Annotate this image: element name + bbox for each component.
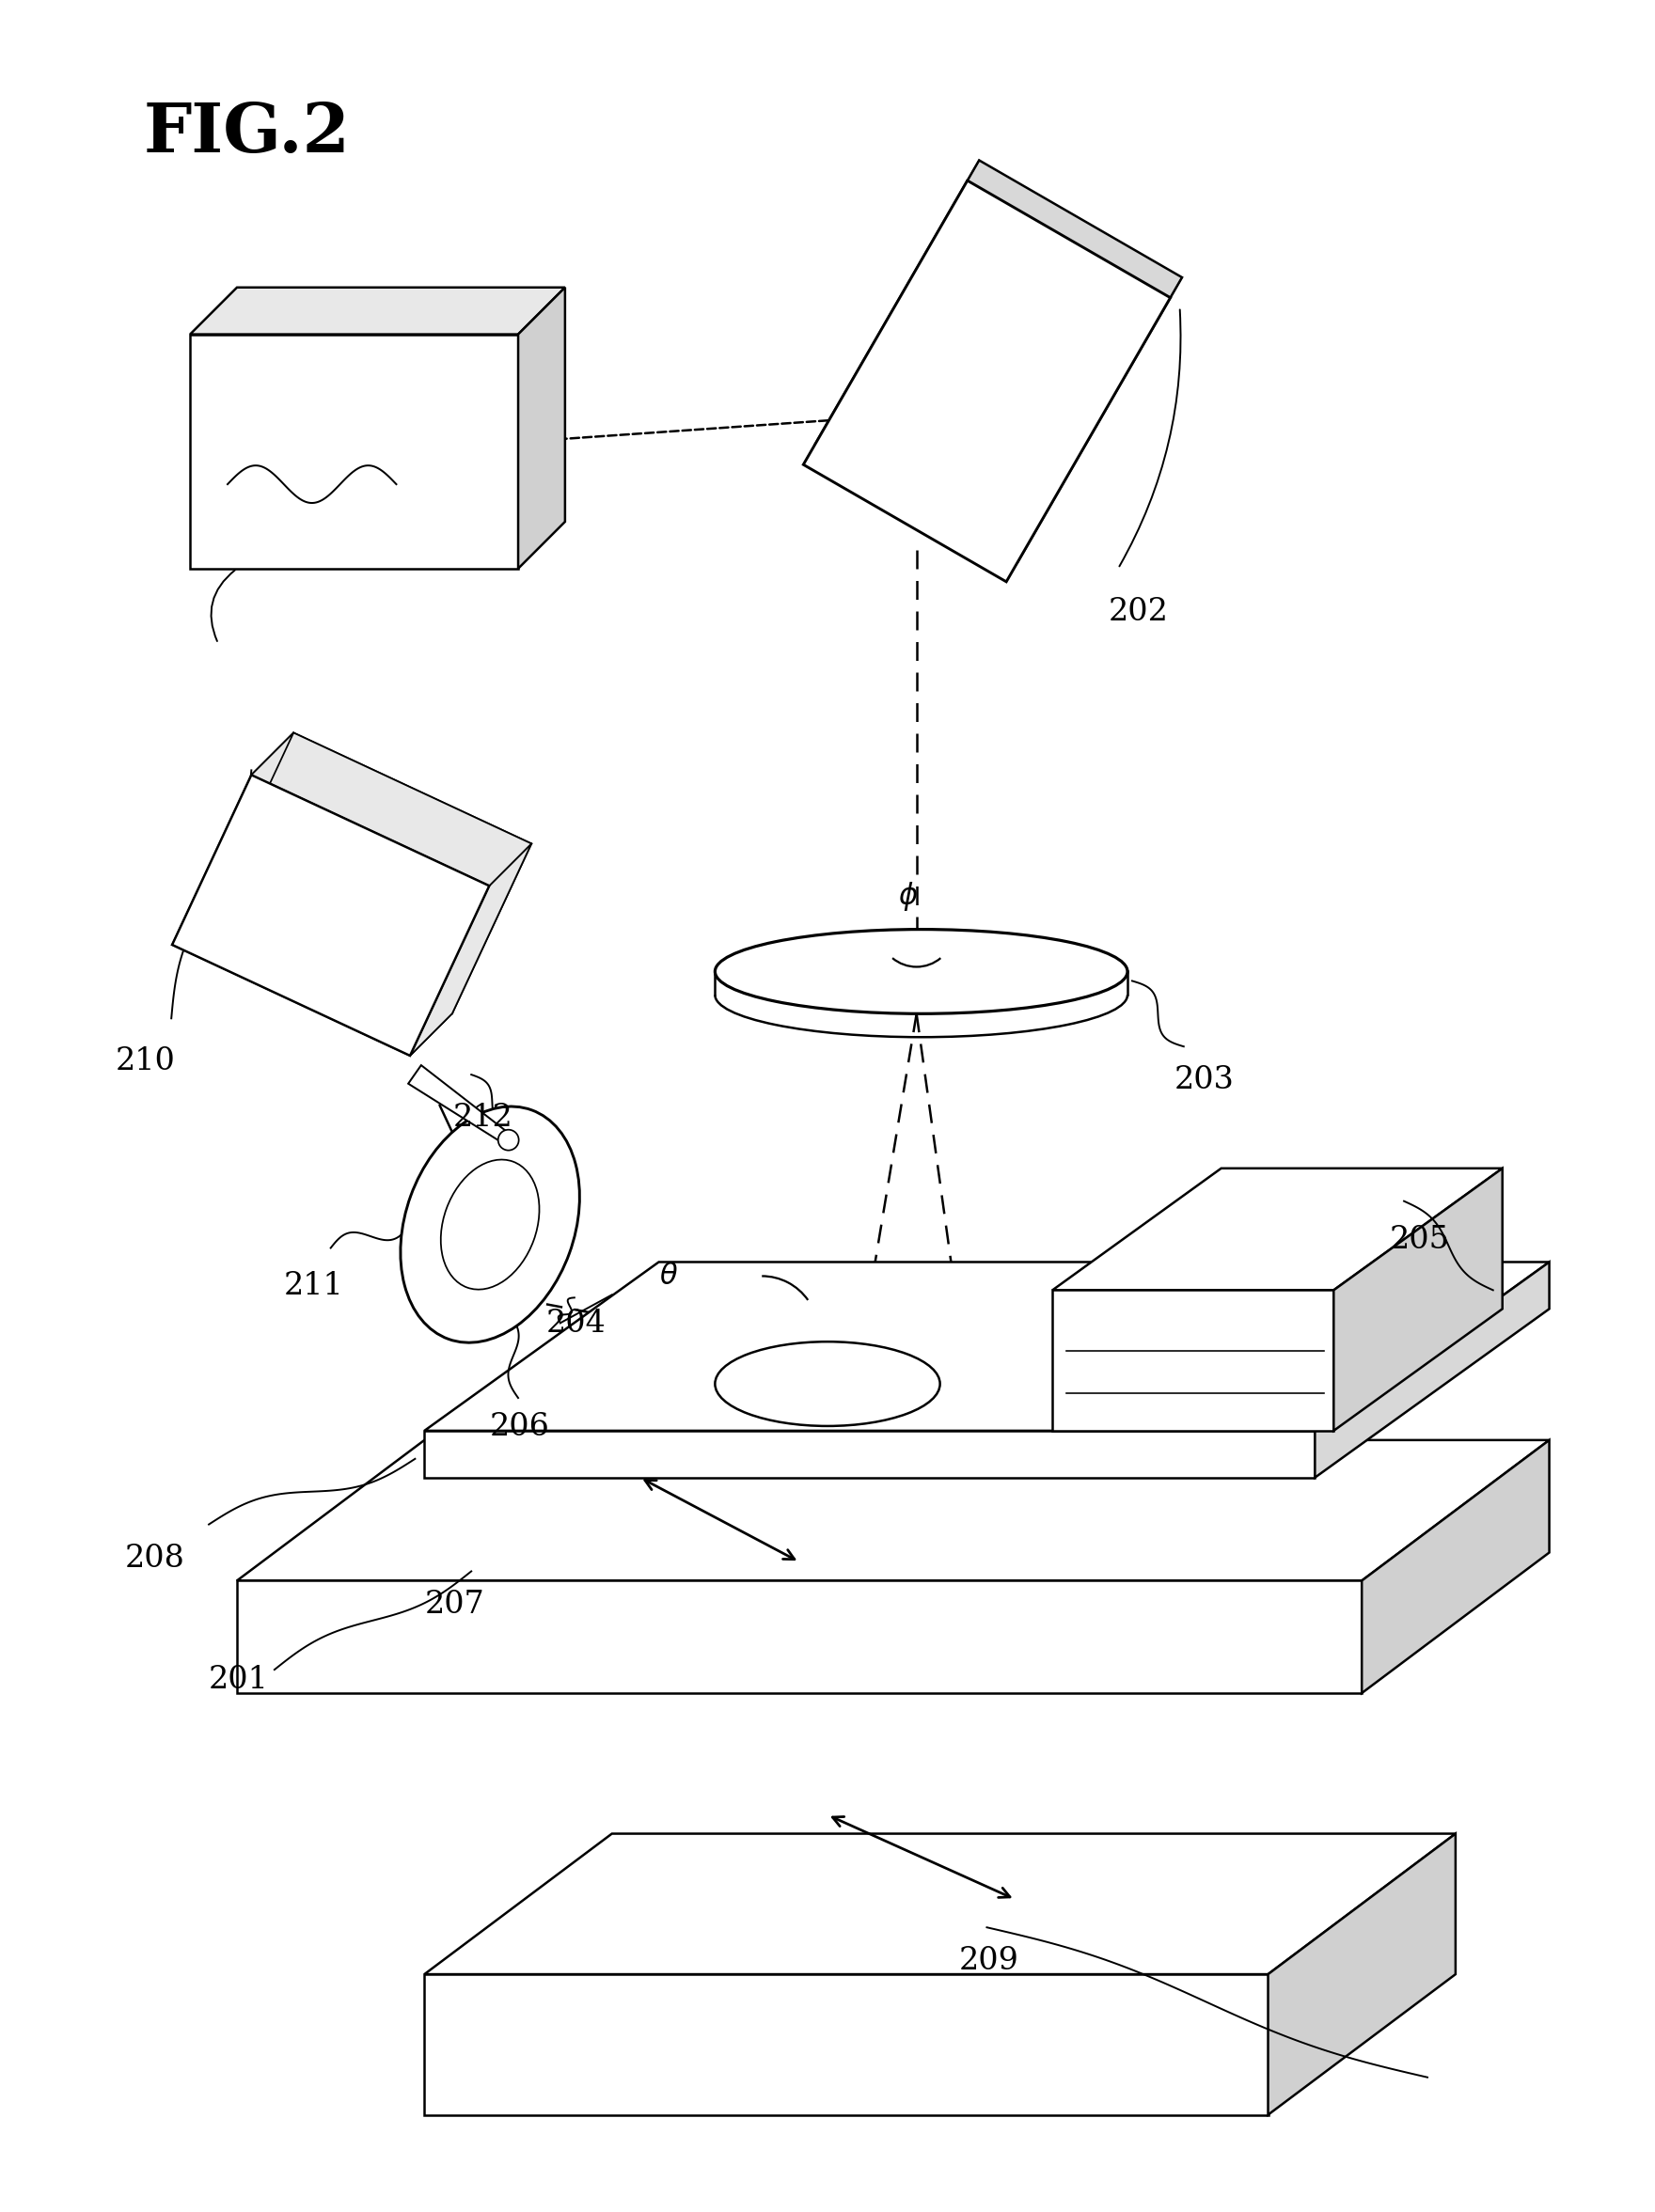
Polygon shape — [424, 1263, 1549, 1431]
Polygon shape — [803, 181, 1170, 582]
Polygon shape — [814, 159, 1182, 562]
Text: 208: 208 — [124, 1544, 185, 1573]
Polygon shape — [237, 1440, 1549, 1582]
Polygon shape — [424, 1431, 1316, 1478]
Polygon shape — [213, 732, 531, 1013]
Text: 207: 207 — [424, 1590, 485, 1619]
Polygon shape — [172, 902, 452, 1055]
Polygon shape — [237, 1582, 1362, 1692]
Text: 210: 210 — [116, 1046, 175, 1077]
Text: 211: 211 — [283, 1272, 344, 1301]
Polygon shape — [1316, 1263, 1549, 1478]
Ellipse shape — [715, 929, 1127, 1013]
Text: 201: 201 — [209, 1666, 268, 1694]
Polygon shape — [190, 334, 518, 568]
Ellipse shape — [401, 1106, 579, 1343]
Text: 206: 206 — [490, 1411, 549, 1442]
Text: 205: 205 — [1390, 1225, 1450, 1254]
Polygon shape — [172, 732, 293, 945]
Polygon shape — [1334, 1168, 1503, 1431]
Polygon shape — [424, 1834, 1455, 1975]
Polygon shape — [1268, 1834, 1455, 2115]
Polygon shape — [172, 774, 490, 1055]
Polygon shape — [1053, 1290, 1334, 1431]
Text: 202: 202 — [1109, 597, 1168, 626]
Polygon shape — [1053, 1168, 1503, 1290]
Ellipse shape — [498, 1130, 518, 1150]
Polygon shape — [1362, 1440, 1549, 1692]
Text: 209: 209 — [958, 1947, 1019, 1975]
Ellipse shape — [715, 1343, 940, 1427]
Text: 212: 212 — [452, 1104, 513, 1133]
Text: FIG.2: FIG.2 — [144, 100, 349, 166]
Text: 203: 203 — [1175, 1066, 1235, 1095]
Polygon shape — [190, 288, 564, 334]
Ellipse shape — [440, 1159, 540, 1290]
Polygon shape — [409, 1066, 511, 1144]
Text: 204: 204 — [546, 1310, 606, 1338]
Text: $\theta$: $\theta$ — [659, 1261, 677, 1290]
Polygon shape — [518, 288, 564, 568]
Polygon shape — [252, 732, 531, 885]
Polygon shape — [410, 843, 531, 1055]
Polygon shape — [424, 1975, 1268, 2115]
Text: $\phi$: $\phi$ — [897, 880, 917, 914]
